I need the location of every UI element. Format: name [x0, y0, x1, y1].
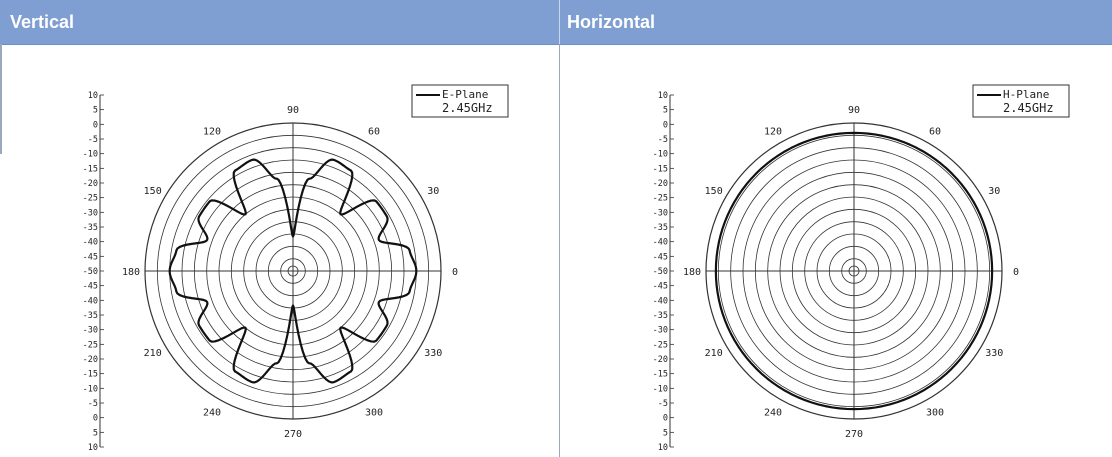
- header-divider: [559, 0, 560, 44]
- radial-scale-label: 10: [88, 443, 98, 453]
- radial-scale-label: -20: [83, 179, 98, 189]
- angle-label: 210: [144, 348, 162, 359]
- radial-scale-label: -35: [83, 223, 98, 233]
- radial-scale-label: -35: [653, 223, 668, 233]
- radial-scale-label: -50: [83, 267, 98, 277]
- radial-scale-label: -45: [653, 282, 668, 292]
- radial-scale-label: 0: [663, 414, 668, 424]
- center-marker: [287, 265, 299, 277]
- radial-scale-label: -35: [653, 311, 668, 321]
- legend-frequency: 2.45GHz: [442, 101, 493, 115]
- angle-label: 270: [284, 429, 302, 440]
- angle-label: 300: [365, 407, 383, 418]
- radial-scale-label: 10: [658, 443, 668, 453]
- angle-label: 90: [848, 105, 860, 116]
- radial-scale-label: 0: [663, 120, 668, 130]
- angle-label: 300: [926, 407, 944, 418]
- angle-label: 120: [764, 127, 782, 138]
- angle-label: 30: [988, 186, 1000, 197]
- radial-scale-label: 0: [93, 120, 98, 130]
- radial-scale-label: -45: [653, 252, 668, 262]
- left-border: [0, 44, 2, 154]
- pattern-trace-e-plane: [168, 158, 418, 384]
- radial-scale-label: 10: [88, 91, 98, 101]
- radial-scale-label: -20: [653, 355, 668, 365]
- radial-scale-label: -5: [88, 135, 98, 145]
- h-plane-polar-chart: 90603003303002702402101801501201050-5-10…: [653, 84, 1070, 453]
- radial-scale-label: -40: [653, 296, 668, 306]
- radial-scale-label: -15: [83, 164, 98, 174]
- legend-box: [972, 84, 1070, 118]
- radial-scale-label: -15: [653, 164, 668, 174]
- column-divider: [559, 44, 560, 457]
- radial-scale-label: -25: [83, 194, 98, 204]
- radial-scale-label: -10: [653, 384, 668, 394]
- angle-label: 150: [705, 186, 723, 197]
- header-horizontal: Horizontal: [567, 12, 655, 32]
- radial-scale-label: -30: [653, 326, 668, 336]
- angle-label: 180: [122, 267, 140, 278]
- angle-label: 0: [1013, 267, 1019, 278]
- e-plane-polar-chart: 90603003303002702402101801501201050-5-10…: [83, 84, 509, 453]
- radial-scale-label: 0: [93, 414, 98, 424]
- radial-scale-label: -40: [83, 238, 98, 248]
- radial-scale-label: -45: [83, 282, 98, 292]
- header-vertical: Vertical: [10, 12, 75, 32]
- radial-scale-label: -5: [658, 399, 668, 409]
- radial-scale-label: -40: [83, 296, 98, 306]
- radial-scale-label: -5: [658, 135, 668, 145]
- angle-label: 90: [287, 105, 299, 116]
- radial-scale-label: -25: [653, 340, 668, 350]
- radial-scale-label: 5: [663, 106, 668, 116]
- angle-label: 60: [929, 127, 941, 138]
- radial-scale-label: 5: [93, 106, 98, 116]
- angle-label: 240: [203, 407, 221, 418]
- table-header: Vertical Horizontal: [0, 0, 1112, 45]
- legend-series-name: E-Plane: [442, 88, 488, 101]
- horizontal-panel: 90 60 30 0 330 300 270 240 210 180 150 120 10 5 0 -5 -10…: [560, 45, 1112, 457]
- legend-box: [411, 84, 509, 118]
- radial-scale-label: -15: [653, 370, 668, 380]
- angle-label: 0: [452, 267, 458, 278]
- vertical-panel: 90 60 30 0 330 300 270 240 210 180 150 120 10 5 0 -5 -10…: [0, 45, 559, 457]
- angle-label: 330: [424, 348, 442, 359]
- radial-scale-label: 5: [93, 428, 98, 438]
- radial-scale-label: -20: [653, 179, 668, 189]
- angle-label: 30: [427, 186, 439, 197]
- radial-scale-label: -25: [653, 194, 668, 204]
- angle-label: 150: [144, 186, 162, 197]
- radial-scale-label: -20: [83, 355, 98, 365]
- radial-scale-label: -15: [83, 370, 98, 380]
- radial-scale-label: -30: [83, 208, 98, 218]
- angle-label: 270: [845, 429, 863, 440]
- angle-label: 180: [683, 267, 701, 278]
- legend-frequency: 2.45GHz: [1003, 101, 1054, 115]
- radial-scale-label: 5: [663, 428, 668, 438]
- radial-scale-label: -50: [653, 267, 668, 277]
- center-marker: [848, 265, 860, 277]
- radial-scale-label: -10: [653, 150, 668, 160]
- radial-scale-label: -25: [83, 340, 98, 350]
- radial-scale-label: -40: [653, 238, 668, 248]
- radial-scale-label: -35: [83, 311, 98, 321]
- radial-scale-label: -10: [83, 384, 98, 394]
- radial-scale-label: -45: [83, 252, 98, 262]
- radial-scale-label: 10: [658, 91, 668, 101]
- angle-label: 120: [203, 127, 221, 138]
- angle-label: 330: [985, 348, 1003, 359]
- angle-label: 210: [705, 348, 723, 359]
- angle-label: 60: [368, 127, 380, 138]
- radial-scale-label: -5: [88, 399, 98, 409]
- radial-scale-label: -30: [83, 326, 98, 336]
- pattern-trace-h-plane: [714, 131, 994, 411]
- radial-scale-label: -30: [653, 208, 668, 218]
- angle-label: 240: [764, 407, 782, 418]
- radial-scale-label: -10: [83, 150, 98, 160]
- legend-series-name: H-Plane: [1003, 88, 1049, 101]
